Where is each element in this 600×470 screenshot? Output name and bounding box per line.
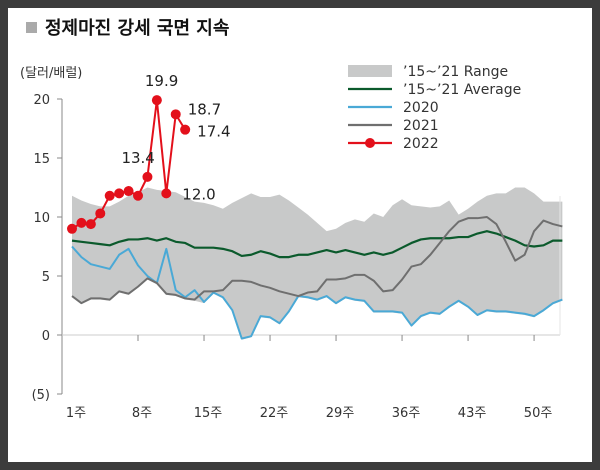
x-tick-label: 8주 — [132, 406, 152, 421]
y-axis-label: (달러/배럴) — [20, 66, 82, 81]
series-line-2 — [71, 216, 563, 305]
series-2022-point — [104, 190, 115, 201]
y-tick-label: (5) — [32, 388, 50, 403]
x-tick-label: 29주 — [326, 406, 355, 421]
series-2022-point — [67, 223, 77, 234]
legend-label: 2021 — [403, 118, 439, 134]
chart-title-text: 정제마진 강세 국면 지속 — [45, 18, 230, 39]
series-2022-point — [142, 171, 153, 182]
y-tick-label: 15 — [33, 152, 50, 167]
y-tick-label: 20 — [33, 93, 50, 108]
series-2022-point — [161, 188, 172, 199]
y-tick-label: 5 — [42, 270, 50, 285]
y-tick-label: 0 — [42, 329, 50, 344]
title-marker-icon — [26, 21, 37, 33]
data-label: 13.4 — [121, 149, 154, 167]
series-2022-point — [180, 124, 191, 135]
series-2022-point — [133, 190, 144, 201]
legend-label: 2022 — [403, 136, 439, 152]
chart-title: 정제마진 강세 국면 지속 — [26, 14, 229, 40]
data-label: 18.7 — [188, 100, 221, 118]
series-2022-point — [123, 186, 134, 197]
x-tick-label: 43주 — [458, 406, 487, 421]
legend-2022-marker — [365, 138, 375, 148]
legend-range-swatch — [348, 65, 392, 77]
series-2022-point — [114, 188, 125, 199]
legend-label: 2020 — [403, 100, 439, 116]
x-tick-label: 22주 — [260, 406, 289, 421]
x-tick-label: 15주 — [194, 406, 223, 421]
data-label: 17.4 — [197, 123, 230, 141]
x-tick-label: 36주 — [392, 406, 421, 421]
series-2022-point — [170, 109, 181, 120]
legend-label: ’15~’21 Range — [403, 64, 508, 80]
series-2022-point — [95, 208, 106, 219]
data-label: 19.9 — [145, 72, 178, 90]
x-tick-label: 1주 — [66, 406, 86, 421]
series-2022-point — [85, 219, 96, 230]
legend-label: ’15~’21 Average — [403, 82, 521, 98]
series-line-0 — [71, 230, 563, 259]
y-tick-label: 10 — [33, 211, 50, 226]
data-label: 12.0 — [182, 185, 215, 203]
series-2022-point — [151, 95, 162, 106]
range-area — [72, 187, 563, 340]
series-2022-point — [76, 217, 87, 228]
x-tick-label: 50주 — [524, 406, 553, 421]
